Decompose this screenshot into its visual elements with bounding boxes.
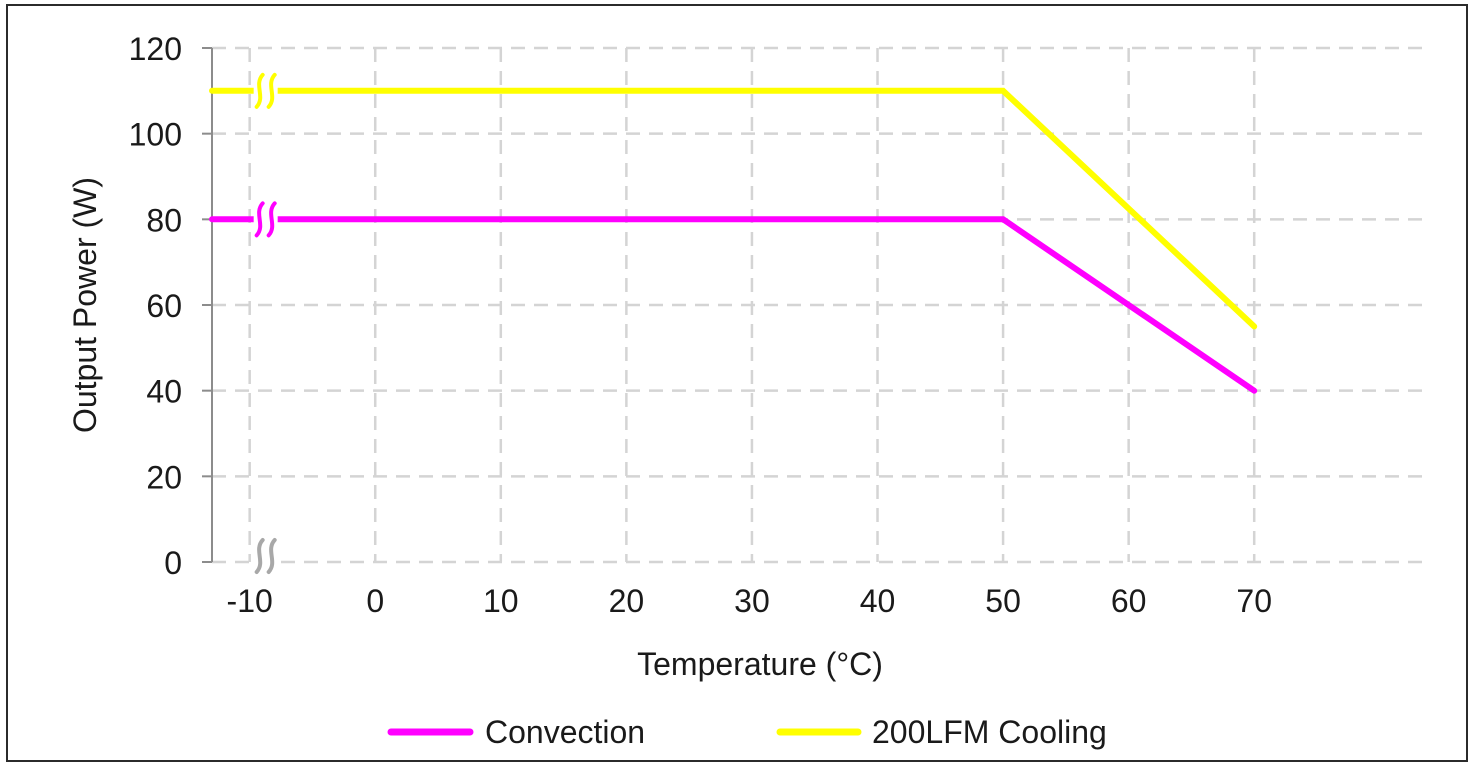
x-axis-title: Temperature (°C) bbox=[637, 646, 883, 682]
tick-labels: 0 20 40 60 80 100 120 -10 0 10 20 30 40 50 60 70 bbox=[129, 31, 1272, 619]
break-stroke bbox=[266, 201, 277, 238]
y-tick-label: 80 bbox=[146, 202, 182, 238]
x-tick-label: 20 bbox=[609, 583, 645, 619]
y-tick-label: 100 bbox=[129, 117, 182, 153]
series-line-200lfm-cooling bbox=[209, 87, 1258, 330]
break-marker-axis bbox=[253, 538, 278, 574]
y-tick-label: 60 bbox=[146, 288, 182, 324]
break-marker-200lfm bbox=[253, 72, 278, 109]
y-tick-label: 20 bbox=[146, 459, 182, 495]
x-tick-label: 0 bbox=[366, 583, 384, 619]
break-stroke bbox=[254, 201, 265, 238]
series-lines bbox=[209, 87, 1258, 394]
legend: Convection 200LFM Cooling bbox=[387, 714, 1107, 750]
legend-label-200lfm: 200LFM Cooling bbox=[872, 714, 1107, 750]
break-stroke bbox=[254, 72, 265, 109]
x-tick-label: 50 bbox=[985, 583, 1021, 619]
x-tick-label: 40 bbox=[860, 583, 896, 619]
break-stroke bbox=[266, 538, 277, 574]
y-axis-title: Output Power (W) bbox=[67, 177, 103, 433]
legend-label-convection: Convection bbox=[485, 714, 645, 750]
x-tick-label: -10 bbox=[227, 583, 273, 619]
break-marker-convection bbox=[253, 201, 278, 238]
axis-break-markers bbox=[253, 72, 278, 574]
axes bbox=[202, 47, 213, 563]
x-tick-label: 30 bbox=[734, 583, 770, 619]
break-stroke bbox=[254, 538, 265, 574]
x-tick-label: 60 bbox=[1111, 583, 1147, 619]
series-line-convection bbox=[209, 216, 1258, 394]
x-tick-label: 10 bbox=[483, 583, 519, 619]
y-tick-label: 40 bbox=[146, 374, 182, 410]
y-tick-label: 120 bbox=[129, 31, 182, 67]
y-tick-label: 0 bbox=[164, 545, 182, 581]
break-stroke bbox=[266, 72, 277, 109]
grid-lines bbox=[212, 46, 1430, 564]
x-tick-label: 70 bbox=[1236, 583, 1272, 619]
